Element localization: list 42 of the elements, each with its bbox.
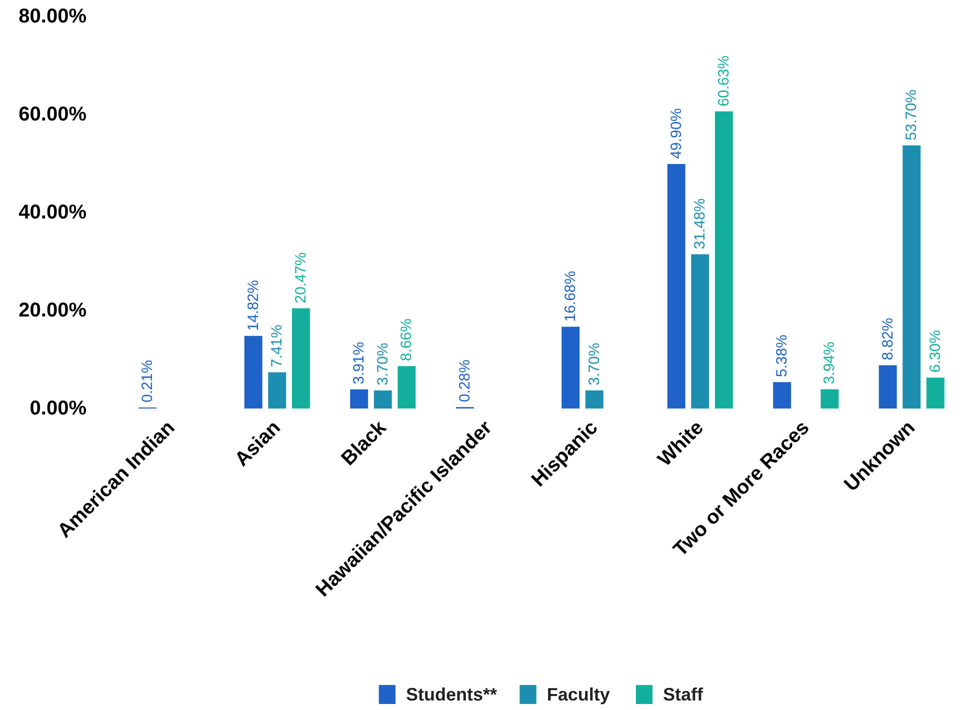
- bar: [585, 390, 604, 408]
- y-tick-label: 20.00%: [18, 300, 87, 322]
- data-label: 60.63%: [715, 56, 732, 106]
- data-label: 7.41%: [268, 324, 286, 368]
- bar: [374, 390, 392, 408]
- data-label: 5.38%: [774, 334, 791, 378]
- legend-label: Faculty: [546, 684, 610, 704]
- bar: [292, 308, 310, 408]
- bar: [714, 111, 733, 408]
- bar: [691, 254, 710, 408]
- data-label: 3.70%: [374, 342, 392, 386]
- bar: [244, 336, 262, 408]
- bar: [398, 366, 416, 408]
- data-label: 49.90%: [668, 108, 685, 159]
- data-label: 14.82%: [244, 280, 262, 331]
- bar: [773, 382, 792, 408]
- data-label: 16.68%: [562, 270, 580, 322]
- y-tick-label: 80.00%: [18, 6, 87, 28]
- y-tick-label: 40.00%: [18, 202, 87, 224]
- data-label: 20.47%: [292, 252, 310, 304]
- y-tick-label: 0.00%: [30, 398, 87, 420]
- data-label: 8.66%: [398, 318, 416, 362]
- data-label: 3.70%: [586, 342, 603, 386]
- bar: [350, 389, 368, 408]
- bar: [902, 145, 921, 408]
- bar: [820, 389, 839, 408]
- data-label: 8.82%: [879, 318, 896, 360]
- legend-label: Staff: [663, 684, 704, 704]
- data-label: 0.21%: [139, 360, 156, 402]
- bar: [562, 326, 580, 408]
- data-label: 0.28%: [456, 360, 474, 402]
- data-label: 53.70%: [903, 89, 920, 140]
- data-label: 6.30%: [926, 330, 944, 373]
- bar: [667, 164, 686, 408]
- bar: [926, 378, 944, 408]
- bar: [268, 372, 286, 408]
- bar: [878, 365, 897, 408]
- y-tick-label: 60.00%: [18, 104, 87, 126]
- data-label: 3.94%: [821, 342, 838, 384]
- legend-label: Students**: [406, 684, 497, 704]
- data-label: 31.48%: [692, 198, 709, 250]
- data-label: 3.91%: [350, 342, 368, 384]
